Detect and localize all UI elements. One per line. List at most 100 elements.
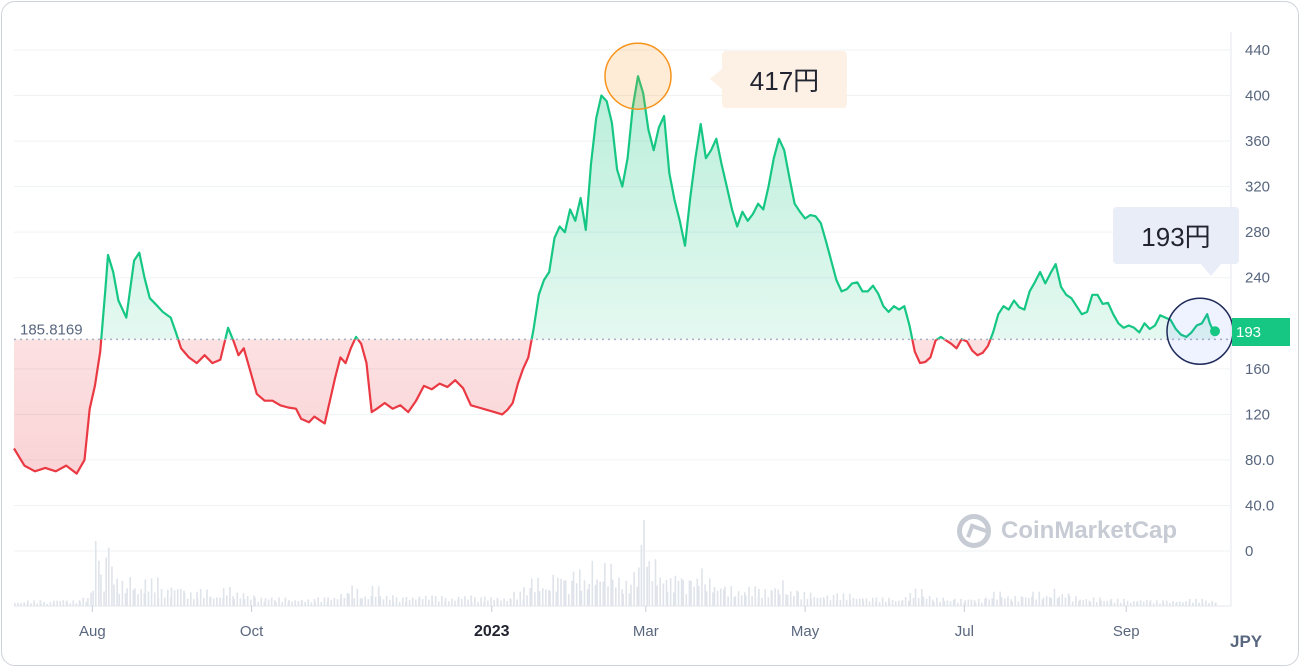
volume-bar	[881, 597, 884, 606]
volume-bar	[281, 602, 283, 606]
volume-bar	[134, 588, 136, 606]
volume-bar	[943, 600, 946, 606]
volume-bar	[1045, 595, 1048, 606]
volume-bar	[374, 596, 377, 606]
volume-bar	[1178, 601, 1181, 606]
volume-bar	[294, 600, 297, 606]
x-tick-label: Oct	[240, 623, 264, 640]
volume-bar	[594, 584, 597, 606]
volume-bar	[470, 595, 472, 606]
volume-bar	[1109, 600, 1112, 606]
volume-bar	[92, 590, 94, 606]
volume-bar	[656, 585, 658, 606]
volume-bar	[764, 589, 766, 606]
volume-bar	[960, 598, 962, 606]
volume-bar	[1215, 602, 1217, 606]
volume-bar	[942, 597, 945, 606]
volume-bar	[1078, 601, 1080, 606]
volume-bar	[392, 595, 394, 606]
volume-bar	[1020, 596, 1023, 606]
volume-bar	[336, 599, 339, 606]
volume-bar	[219, 597, 221, 606]
last-price-callout: 193円	[1113, 207, 1239, 276]
volume-bar	[90, 592, 92, 606]
volume-bar	[549, 591, 551, 606]
volume-bar	[748, 586, 750, 606]
volume-bar	[560, 578, 562, 606]
volume-bar	[1159, 603, 1161, 606]
volume-bar	[964, 600, 966, 606]
volume-bar	[685, 594, 688, 606]
volume-bar	[591, 560, 594, 606]
volume-bar	[153, 592, 156, 606]
volume-bar	[438, 601, 440, 606]
price-line-up	[100, 75, 1216, 340]
volume-bar	[949, 601, 952, 606]
volume-bar	[483, 596, 486, 606]
volume-bar	[405, 596, 408, 606]
volume-bar	[917, 598, 920, 606]
volume-bar	[173, 590, 176, 606]
volume-bar	[849, 599, 852, 606]
volume-bar	[823, 599, 825, 606]
volume-bar	[709, 578, 711, 606]
volume-bar	[1182, 602, 1184, 606]
volume-bar	[274, 600, 276, 606]
volume-bar	[767, 597, 770, 606]
volume-bar	[239, 598, 242, 606]
volume-bar	[793, 596, 795, 606]
volume-bar	[209, 596, 212, 606]
volume-bar	[985, 597, 987, 606]
volume-bar	[379, 596, 382, 606]
volume-bar	[163, 597, 166, 606]
volume-bar	[963, 602, 965, 606]
y-tick-label: 160	[1245, 361, 1270, 378]
volume-bar	[1068, 595, 1071, 606]
volume-bar	[254, 597, 256, 606]
volume-bar	[447, 601, 450, 606]
volume-bar	[257, 601, 259, 606]
volume-bar	[367, 599, 370, 606]
volume-bar	[418, 596, 421, 606]
volume-bar	[382, 599, 385, 606]
volume-bar	[771, 591, 773, 606]
volume-bar	[996, 599, 998, 606]
volume-bar	[737, 591, 740, 606]
volume-bar	[643, 519, 645, 606]
volume-bar	[398, 602, 401, 606]
volume-bar	[922, 596, 925, 606]
volume-bar	[701, 568, 703, 606]
volume-bar	[672, 592, 675, 606]
volume-bar	[625, 580, 628, 606]
y-tick-label: 440	[1245, 42, 1270, 59]
volume-bar	[1010, 599, 1012, 606]
volume-bar	[431, 595, 433, 606]
volume-bar	[132, 589, 135, 606]
volume-bar	[875, 597, 878, 606]
volume-bar	[688, 580, 691, 606]
volume-bar	[395, 597, 398, 606]
volume-bar	[586, 589, 589, 606]
price-line-down	[13, 339, 992, 475]
volume-bar	[806, 598, 809, 606]
volume-bar	[904, 597, 907, 606]
volume-bar	[519, 591, 522, 606]
volume-bar	[98, 560, 100, 606]
volume-bar	[845, 599, 848, 606]
volume-bar	[348, 593, 350, 606]
volume-bar	[575, 583, 578, 606]
volume-bar	[1155, 600, 1158, 606]
volume-bar	[260, 597, 263, 606]
volume-bar	[984, 598, 986, 606]
volume-bar	[1079, 599, 1081, 606]
volume-bar	[113, 584, 115, 606]
volume-bar	[56, 600, 58, 606]
volume-bar	[724, 586, 726, 606]
volume-bar	[800, 599, 802, 606]
volume-bar	[500, 600, 502, 606]
volume-bar	[552, 574, 554, 606]
volume-bar	[434, 595, 437, 606]
volume-bar	[333, 597, 336, 606]
volume-bar	[85, 601, 88, 606]
